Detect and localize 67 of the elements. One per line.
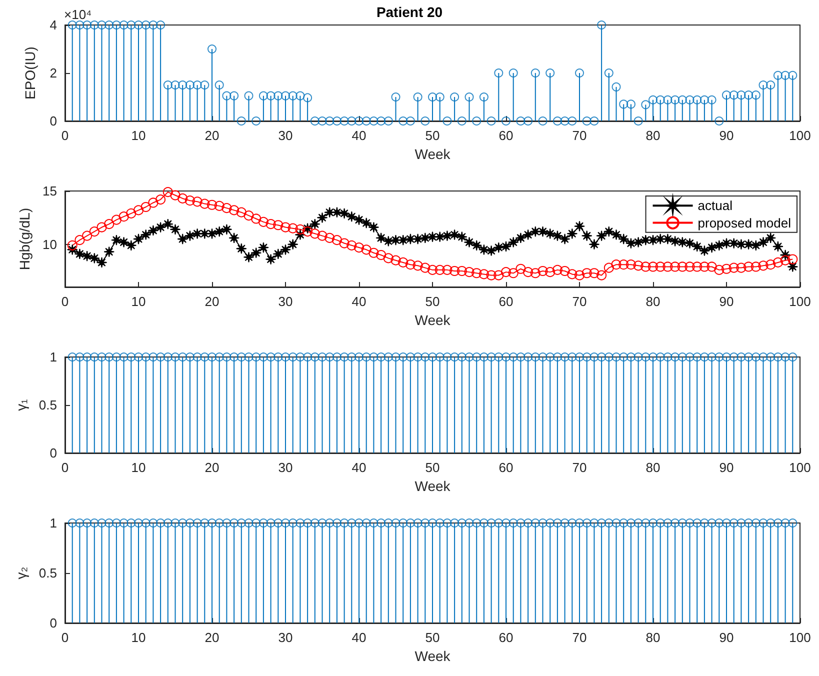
x-tick-label: 90 bbox=[719, 630, 734, 645]
x-tick-label: 40 bbox=[352, 460, 366, 475]
x-tick-label: 80 bbox=[646, 294, 660, 309]
x-tick-label: 80 bbox=[646, 128, 660, 143]
x-tick-label: 30 bbox=[278, 128, 293, 143]
y-tick-label: 0.5 bbox=[38, 566, 57, 580]
y-axis-title: γ₁ bbox=[13, 398, 30, 411]
x-tick-label: 20 bbox=[204, 294, 220, 309]
x-tick-label: 60 bbox=[498, 630, 514, 645]
x-tick-label: 0 bbox=[61, 294, 69, 309]
legend-label: actual bbox=[698, 198, 733, 214]
x-tick-label: 10 bbox=[131, 630, 146, 645]
x-tick-label: 70 bbox=[572, 294, 587, 309]
x-tick-label: 50 bbox=[425, 294, 440, 309]
y-tick-label: 10 bbox=[42, 236, 57, 252]
text: ×10⁴ bbox=[64, 7, 92, 22]
x-tick-label: 30 bbox=[278, 630, 293, 645]
x-tick-label: 0 bbox=[61, 128, 69, 143]
x-tick-label: 20 bbox=[204, 630, 220, 645]
x-tick-label: 50 bbox=[425, 630, 440, 645]
x-tick-label: 30 bbox=[278, 460, 293, 475]
y-tick-label: 15 bbox=[42, 184, 57, 198]
x-tick-label: 40 bbox=[352, 294, 366, 309]
x-axis-title: Week bbox=[414, 648, 452, 664]
y-tick-label: 0 bbox=[50, 616, 57, 630]
x-tick-label: 0 bbox=[61, 460, 69, 475]
y-tick-label: 1 bbox=[50, 516, 57, 530]
x-tick-label: 0 bbox=[61, 630, 69, 645]
x-tick-label: 80 bbox=[646, 630, 660, 645]
x-tick-label: 100 bbox=[789, 294, 811, 309]
x-axis-title: Week bbox=[414, 478, 452, 494]
y-tick-label: 0 bbox=[50, 114, 57, 128]
y-tick-label: 0.5 bbox=[38, 398, 57, 412]
y-tick-label: 0 bbox=[50, 446, 57, 460]
x-tick-label: 70 bbox=[572, 128, 587, 143]
x-tick-label: 90 bbox=[719, 460, 734, 475]
x-tick-label: 10 bbox=[131, 294, 146, 309]
y-axis-title: γ₂ bbox=[13, 566, 30, 580]
x-tick-label: 50 bbox=[425, 460, 440, 475]
x-tick-label: 80 bbox=[646, 460, 660, 475]
x-tick-label: 90 bbox=[719, 294, 734, 309]
y-axis-title: EPO(IU) bbox=[22, 46, 38, 100]
x-tick-label: 60 bbox=[498, 128, 514, 143]
x-tick-label: 40 bbox=[352, 128, 366, 143]
x-tick-label: 70 bbox=[572, 630, 587, 645]
x-tick-label: 50 bbox=[425, 128, 440, 143]
chart-title: Patient 20 bbox=[376, 4, 443, 20]
x-tick-label: 70 bbox=[572, 460, 587, 475]
x-tick-label: 100 bbox=[789, 460, 811, 475]
x-tick-label: 60 bbox=[498, 294, 514, 309]
y-tick-label: 2 bbox=[50, 66, 57, 80]
x-tick-label: 30 bbox=[278, 294, 293, 309]
y-tick-label: 1 bbox=[50, 350, 57, 364]
x-tick-label: 10 bbox=[131, 460, 146, 475]
x-axis-title: Week bbox=[414, 146, 452, 162]
x-tick-label: 20 bbox=[204, 460, 220, 475]
x-tick-label: 10 bbox=[131, 128, 146, 143]
x-tick-label: 100 bbox=[789, 630, 811, 645]
x-tick-label: 20 bbox=[204, 128, 220, 143]
y-tick-label: 4 bbox=[50, 18, 57, 32]
legend-label: proposed model bbox=[698, 215, 792, 230]
x-axis-title: Week bbox=[414, 312, 452, 328]
y-axis-title: Hgb(g/dL) bbox=[16, 208, 33, 270]
x-tick-label: 40 bbox=[352, 630, 366, 645]
x-tick-label: 90 bbox=[719, 128, 734, 143]
x-tick-label: 60 bbox=[498, 460, 514, 475]
x-tick-label: 100 bbox=[789, 128, 811, 143]
